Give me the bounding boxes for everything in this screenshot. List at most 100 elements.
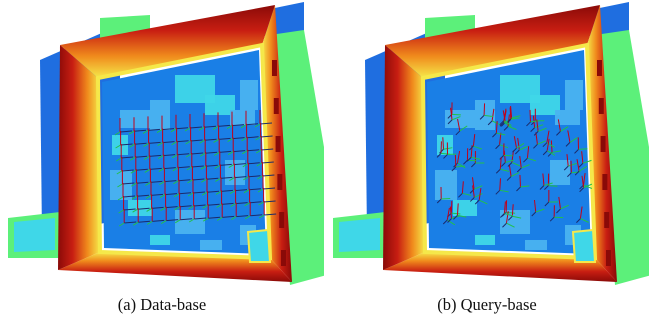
furniture-block [565, 80, 583, 110]
pose-axis-blue [205, 164, 218, 167]
furniture-block [128, 200, 152, 216]
pose-axis-blue [443, 154, 448, 159]
pose-axis-green [128, 130, 135, 135]
pose-axis-red [456, 203, 459, 216]
pose-axis-blue [245, 123, 259, 126]
pose-axis-green [473, 185, 483, 190]
pose-axis-green [229, 190, 236, 195]
pose-axis-blue [206, 177, 219, 180]
pose-axis-blue [124, 221, 137, 224]
pose-axis-green [199, 152, 206, 157]
pose-axis-green [213, 138, 219, 143]
pose-axis-blue [506, 176, 512, 181]
pose-axis-green [226, 125, 233, 130]
pose-axis-blue [206, 190, 220, 193]
panel-a: (a) Data-base [0, 0, 324, 329]
pose-axis-red [442, 137, 444, 150]
pose-axis-red [472, 185, 475, 198]
pose-axis-green [216, 203, 222, 208]
frame-left [58, 45, 100, 270]
pose-axis-red [558, 196, 561, 210]
pose-axis-green [114, 131, 121, 136]
pose-axis-green [244, 202, 250, 207]
pose-axis-green [202, 204, 208, 209]
pose-axis-blue [539, 185, 545, 190]
pose-axis-blue [261, 161, 274, 164]
pose-axis-blue [249, 201, 262, 204]
pose-axis-green [242, 163, 249, 168]
pose-axis-blue [542, 142, 548, 148]
pose-axis-blue [499, 155, 505, 160]
pose-axis-green [510, 117, 520, 120]
pose-axis-green [185, 140, 191, 145]
pose-axis-blue [523, 157, 528, 163]
pose-axis-red [449, 206, 453, 219]
pose-axis-green [578, 148, 588, 150]
pose-axis-green [131, 182, 137, 187]
pose-axis-green [255, 136, 261, 141]
pose-axis-green [202, 217, 209, 222]
pose-axis-blue [133, 129, 147, 132]
pose-axis-green [118, 209, 124, 214]
pose-axis-blue [149, 167, 162, 170]
pose-axis-green [187, 179, 193, 184]
frame-post [606, 250, 611, 266]
pose-axis-blue [436, 153, 442, 158]
pose-axis-green [186, 166, 193, 171]
pose-axis-red [450, 107, 453, 120]
frame-post [272, 60, 277, 76]
pose-axis-green [228, 164, 235, 169]
pose-axis-red [461, 181, 464, 194]
pose-axis-green [201, 178, 207, 183]
pose-axis-red [576, 159, 580, 172]
pose-axis-blue [165, 206, 178, 209]
pose-axis-green [258, 201, 264, 206]
pose-axis-blue [233, 150, 246, 153]
pose-axis-green [583, 184, 593, 189]
frame-post [281, 250, 286, 266]
caption-b: (b) Query-base [437, 295, 537, 314]
pose-axis-green [157, 142, 163, 147]
pose-axis-blue [135, 155, 148, 158]
pose-axis-blue [576, 218, 581, 223]
pose-axis-green [519, 145, 528, 151]
pose-axis-blue [499, 120, 505, 126]
pose-axis-red [546, 130, 550, 143]
pose-axis-green [527, 157, 537, 162]
pose-axis-blue [264, 213, 277, 216]
frame-post [598, 98, 604, 114]
pose-axis-blue [487, 120, 493, 126]
pose-axis-blue [136, 194, 150, 197]
frame-post [597, 60, 602, 76]
pose-axis-red [526, 146, 530, 159]
pose-axis-blue [474, 199, 480, 205]
pose-axis-green [146, 207, 152, 212]
pose-axis-green [473, 145, 483, 150]
pose-axis-red [581, 175, 585, 188]
pose-axis-blue [556, 131, 561, 136]
pose-axis-blue [516, 167, 522, 173]
pose-axis-green [534, 124, 544, 129]
pose-axis-green [257, 188, 264, 193]
pose-axis-green [243, 176, 249, 181]
pose-axis-green [551, 150, 562, 153]
pose-axis-green [201, 191, 208, 196]
pose-axis-red [491, 108, 495, 121]
pose-axis-green [185, 153, 192, 158]
pose-axis-red [519, 155, 522, 169]
side-wall-right [270, 30, 324, 285]
pose-axis-blue [526, 121, 531, 127]
pose-axis-green [170, 128, 177, 133]
side-block-left-inner [339, 218, 380, 252]
pose-axis-blue [542, 150, 548, 156]
pose-axis-blue [191, 152, 204, 155]
pose-axis-blue [164, 193, 178, 196]
side-wall-right [595, 30, 649, 285]
pose-axis-blue [471, 162, 476, 168]
pose-axis-blue [479, 115, 485, 120]
pose-axis-green [143, 142, 149, 147]
pose-axis-blue [248, 175, 261, 178]
pose-axis-blue [563, 165, 569, 171]
pose-axis-blue [179, 205, 192, 208]
pose-axis-blue [190, 139, 203, 142]
